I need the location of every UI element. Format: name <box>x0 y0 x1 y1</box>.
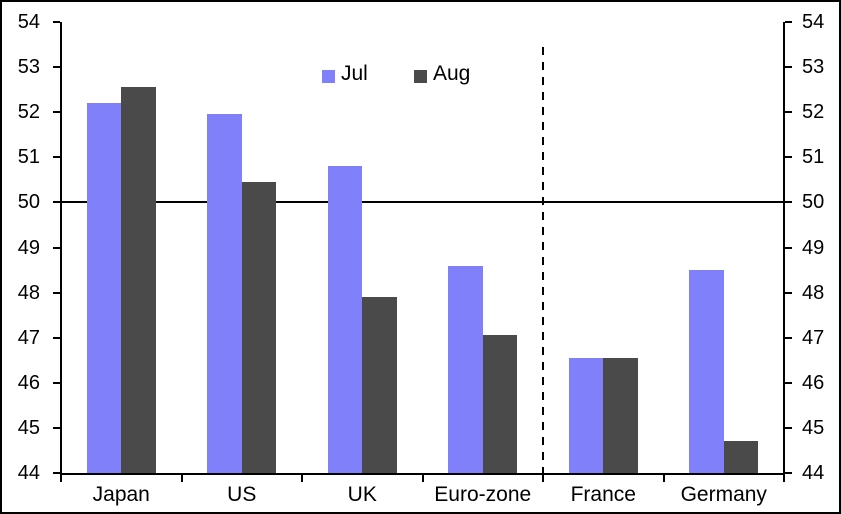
bar-jul-uk <box>327 166 363 473</box>
legend-swatch-jul <box>322 70 335 83</box>
x-tick <box>421 475 424 482</box>
y-tick-left <box>53 156 60 159</box>
y-tick-label-left: 53 <box>17 56 40 79</box>
y-tick-label-right: 52 <box>802 101 825 124</box>
y-tick-label-right: 47 <box>802 326 825 349</box>
y-tick-label-right: 50 <box>802 191 825 214</box>
category-label-us: US <box>227 483 257 506</box>
y-tick-label-left: 49 <box>17 236 40 259</box>
y-tick-label-right: 53 <box>802 56 825 79</box>
x-tick <box>662 475 665 482</box>
y-tick-label-left: 45 <box>17 416 40 439</box>
bar-aug-uk <box>362 297 397 473</box>
y-tick-label-right: 44 <box>802 462 825 484</box>
legend-label-jul: Jul <box>341 62 368 85</box>
y-tick-left <box>53 472 60 474</box>
legend-swatch-aug <box>414 70 427 83</box>
y-tick-left <box>53 381 60 384</box>
y-tick-label-right: 48 <box>802 281 825 304</box>
x-tick <box>301 475 303 482</box>
y-tick-label-right: 45 <box>802 416 825 439</box>
y-tick-right <box>785 111 792 114</box>
reference-line-50 <box>60 201 785 204</box>
bar-aug-germany <box>723 441 759 473</box>
x-tick <box>180 475 183 482</box>
y-tick-label-left: 46 <box>17 371 40 394</box>
bar-aug-euro-zone <box>482 335 518 473</box>
panel-divider-line <box>542 47 544 473</box>
y-tick-right <box>785 201 792 204</box>
category-label-france: France <box>570 483 636 506</box>
y-tick-left <box>53 246 60 249</box>
y-tick-label-left: 47 <box>17 326 40 349</box>
category-label-euro-zone: Euro-zone <box>434 483 532 506</box>
y-tick-left <box>53 201 60 204</box>
y-tick-right <box>785 246 792 249</box>
bar-aug-france <box>603 357 638 473</box>
y-tick-right <box>785 66 792 69</box>
x-axis <box>60 473 785 475</box>
y-tick-left <box>53 111 60 114</box>
y-tick-label-right: 54 <box>802 11 825 33</box>
y-tick-label-left: 44 <box>17 462 40 484</box>
y-tick-label-left: 48 <box>17 281 40 304</box>
category-label-uk: UK <box>347 483 377 506</box>
y-tick-right <box>785 336 792 339</box>
y-tick-label-left: 51 <box>17 146 40 169</box>
y-tick-label-left: 52 <box>17 101 40 124</box>
y-tick-left <box>53 291 60 294</box>
x-tick <box>60 475 62 482</box>
y-tick-left <box>53 21 60 23</box>
y-tick-label-right: 51 <box>802 146 825 169</box>
x-tick <box>783 475 785 482</box>
bar-aug-us <box>241 182 277 473</box>
y-tick-label-right: 46 <box>802 371 825 394</box>
y-tick-left <box>53 66 60 69</box>
bar-jul-japan <box>86 103 122 473</box>
y-axis-left <box>60 22 62 475</box>
x-tick <box>542 475 544 482</box>
y-tick-right <box>785 21 792 23</box>
y-tick-left <box>53 336 60 339</box>
bar-jul-france <box>568 357 604 473</box>
bar-aug-japan <box>121 87 156 473</box>
y-tick-label-left: 54 <box>17 11 40 33</box>
y-tick-right <box>785 156 792 159</box>
y-tick-right <box>785 426 792 429</box>
y-tick-label-right: 49 <box>802 236 825 259</box>
bar-jul-germany <box>689 270 724 473</box>
y-tick-left <box>53 426 60 429</box>
category-label-germany: Germany <box>680 483 767 506</box>
y-tick-right <box>785 381 792 384</box>
y-tick-label-left: 50 <box>17 191 40 214</box>
y-axis-right <box>783 22 785 475</box>
y-tick-right <box>785 472 792 474</box>
bar-jul-euro-zone <box>448 265 483 473</box>
y-tick-right <box>785 291 792 294</box>
category-label-japan: Japan <box>92 483 150 506</box>
legend-label-aug: Aug <box>433 62 471 85</box>
bar-jul-us <box>207 114 242 473</box>
